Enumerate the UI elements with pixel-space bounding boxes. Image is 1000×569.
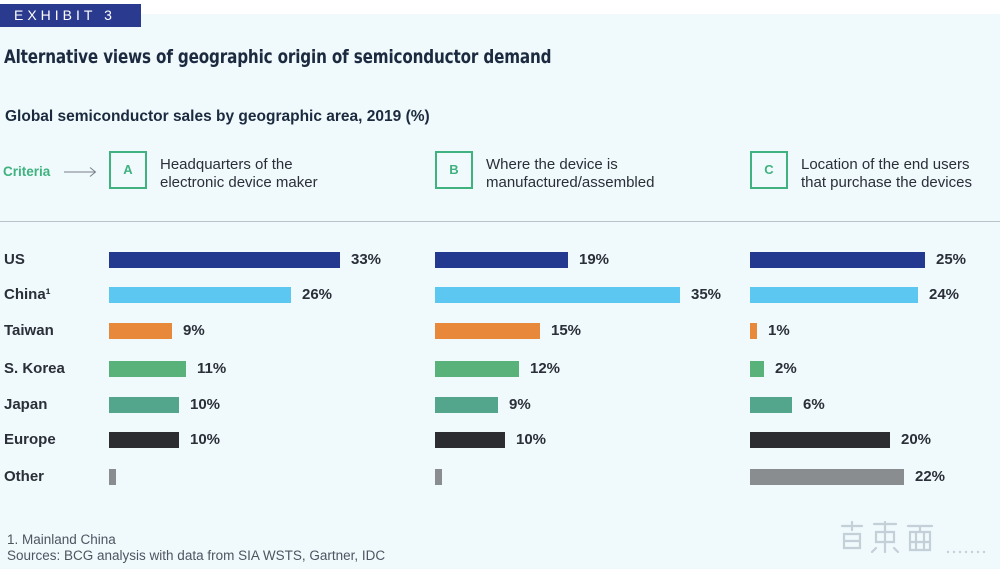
watermark-logo (840, 520, 986, 554)
criterion-a-text: Headquarters of the electronic device ma… (160, 156, 318, 192)
criterion-c-line1: Location of the end users (801, 156, 970, 173)
bar-c-china (750, 287, 918, 303)
row-label-europe: Europe (4, 431, 56, 448)
criterion-a-line1: Headquarters of the (160, 156, 293, 173)
bar-b-china (435, 287, 680, 303)
bar-b-us (435, 252, 568, 268)
bar-b-europe (435, 432, 505, 448)
footnote-mainland-china: 1. Mainland China (7, 532, 116, 547)
row-label-taiwan: Taiwan (4, 322, 54, 339)
bar-b-taiwan (435, 323, 540, 339)
bar-c-us (750, 252, 925, 268)
bar-c-s-korea (750, 361, 764, 377)
exhibit-badge: EXHIBIT 3 (0, 4, 141, 27)
row-label-japan: Japan (4, 396, 48, 413)
value-label-c-europe: 20% (901, 431, 932, 448)
value-label-c-s-korea: 2% (775, 360, 797, 377)
criterion-b-line2: manufactured/assembled (486, 174, 655, 191)
value-label-b-europe: 10% (516, 431, 547, 448)
value-label-c-other: 22% (915, 468, 946, 485)
value-label-b-taiwan: 15% (551, 322, 582, 339)
value-label-a-japan: 10% (190, 396, 221, 413)
criterion-a-line2: electronic device maker (160, 174, 318, 191)
bar-b-other (435, 469, 442, 485)
value-label-c-japan: 6% (803, 396, 825, 413)
bar-a-other (109, 469, 116, 485)
value-label-c-china: 24% (929, 286, 960, 303)
arrow-right-icon (64, 167, 97, 177)
value-label-a-us: 33% (351, 251, 382, 268)
bar-a-europe (109, 432, 179, 448)
value-label-a-s-korea: 11% (197, 360, 227, 377)
bar-c-japan (750, 397, 792, 413)
bar-a-taiwan (109, 323, 172, 339)
bar-a-us (109, 252, 340, 268)
criterion-c-box: C (750, 151, 788, 189)
row-label-s-korea: S. Korea (4, 360, 65, 377)
criterion-c-text: Location of the end users that purchase … (801, 156, 972, 192)
value-label-a-taiwan: 9% (183, 322, 205, 339)
bar-b-japan (435, 397, 498, 413)
value-label-b-japan: 9% (509, 396, 531, 413)
bar-b-s-korea (435, 361, 519, 377)
row-label-other: Other (4, 468, 45, 485)
bar-a-china (109, 287, 291, 303)
criteria-label: Criteria (3, 164, 51, 179)
value-label-a-europe: 10% (190, 431, 221, 448)
header-divider (0, 221, 1000, 222)
value-label-c-taiwan: 1% (768, 322, 790, 339)
row-label-us: US (4, 251, 25, 268)
value-label-b-us: 19% (579, 251, 610, 268)
bar-a-s-korea (109, 361, 186, 377)
criterion-b-line1: Where the device is (486, 156, 618, 173)
chart-subtitle: Global semiconductor sales by geographic… (5, 108, 430, 125)
bar-c-europe (750, 432, 890, 448)
bar-a-japan (109, 397, 179, 413)
value-label-b-china: 35% (691, 286, 722, 303)
footnote-sources: Sources: BCG analysis with data from SIA… (7, 548, 386, 563)
bar-c-other (750, 469, 904, 485)
criterion-a-box: A (109, 151, 147, 189)
value-label-c-us: 25% (936, 251, 967, 268)
bar-c-taiwan (750, 323, 757, 339)
value-label-b-s-korea: 12% (530, 360, 561, 377)
chart-title: Alternative views of geographic origin o… (4, 46, 552, 68)
row-label-china: China¹ (4, 286, 51, 303)
criterion-b-box: B (435, 151, 473, 189)
criterion-b-text: Where the device is manufactured/assembl… (486, 156, 654, 192)
criterion-c-line2: that purchase the devices (801, 174, 972, 191)
value-label-a-china: 26% (302, 286, 333, 303)
